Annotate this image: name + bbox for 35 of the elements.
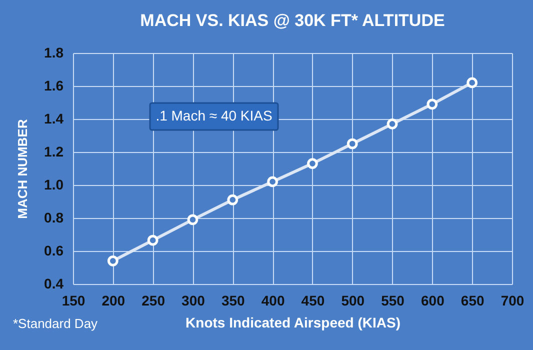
point xyxy=(307,158,318,169)
x-tick-label: 600 xyxy=(421,292,445,308)
point xyxy=(346,138,358,150)
text: *Standard Day xyxy=(13,316,98,331)
point xyxy=(426,98,438,110)
chart-title: MACH VS. KIAS @ 30K FT* ALTITUDE xyxy=(140,11,445,30)
x-tick-label: 700 xyxy=(500,292,524,308)
x-tick-label: 350 xyxy=(221,292,246,308)
x-tick-label: 550 xyxy=(381,292,405,308)
point xyxy=(267,176,278,188)
y-tick-label: 1.8 xyxy=(44,44,64,60)
x-tick-label: 300 xyxy=(182,292,206,308)
y-tick-label: 1.2 xyxy=(44,144,64,160)
point xyxy=(187,214,198,226)
x-tick-label: 650 xyxy=(460,292,484,308)
x-tick-label: 500 xyxy=(341,292,365,308)
x-tick-label: 200 xyxy=(102,292,126,308)
y-axis-title: MACH NUMBER xyxy=(15,118,30,219)
y-tick-label: 1.6 xyxy=(44,78,64,94)
y-tick-label: 1.0 xyxy=(44,176,64,192)
point xyxy=(466,77,478,88)
point xyxy=(227,194,238,206)
y-tick-label: 0.8 xyxy=(44,210,64,226)
x-tick-label: 250 xyxy=(142,292,166,308)
y-tick-label: 0.6 xyxy=(44,242,64,258)
point xyxy=(386,118,398,130)
x-tick-label: 450 xyxy=(301,292,325,308)
x-tick-label: 400 xyxy=(261,292,285,308)
y-tick-label: 1.4 xyxy=(44,110,64,126)
annotation: .1 Mach ≈ 40 KIAS xyxy=(156,108,272,124)
y-tick-label: 0.4 xyxy=(44,276,64,292)
x-tick-label: 150 xyxy=(62,292,86,308)
x-axis-title: Knots Indicated Airspeed (KIAS) xyxy=(186,314,400,330)
point xyxy=(107,255,118,266)
point xyxy=(147,234,158,246)
